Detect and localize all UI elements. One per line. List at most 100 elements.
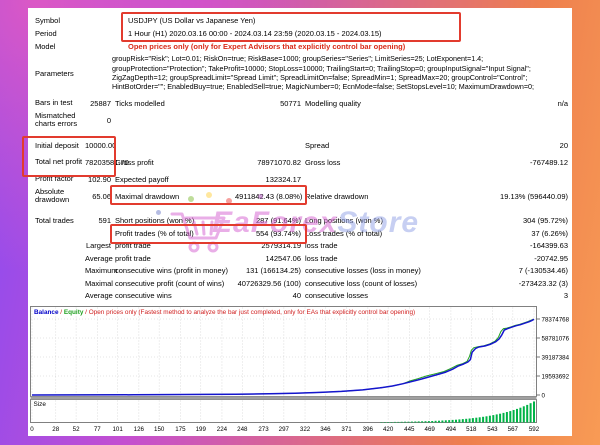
stat-value: 37 (6.26%) (531, 228, 568, 238)
stat-value: 20 (559, 141, 568, 151)
size-bar (482, 416, 485, 423)
balance-equity-chart: 78374768 58781076 39187384 19593692 0 0 28 52 77… (30, 306, 570, 433)
row-label: Symbol (35, 16, 61, 25)
stat-label: Gross loss (305, 158, 341, 167)
stat-label: consecutive losses (loss in money) (305, 266, 421, 276)
stat-value: 40 (292, 291, 301, 301)
size-panel-border (30, 399, 537, 423)
balance-line (31, 318, 535, 396)
stat-value: 78203581.70 (85, 158, 129, 167)
parameters-text: groupRisk="Risk"; Lot=0.01; RiskOn=true;… (112, 54, 568, 91)
stat-label: Short positions (won %) (115, 216, 195, 226)
x-tick-label: 101 (112, 426, 123, 433)
y-tick-label: 78374768 (542, 316, 570, 323)
x-tick-label: 494 (446, 426, 457, 433)
x-tick-label: 543 (487, 426, 498, 433)
x-tick-label: 396 (363, 426, 374, 433)
size-bar (421, 421, 424, 423)
stat-label: Spread (305, 141, 330, 151)
stat-value: 131 (166134.25) (245, 266, 301, 276)
size-bar (441, 420, 444, 423)
x-tick-label: 150 (154, 426, 165, 433)
stat-label: Total trades (35, 215, 74, 225)
size-bar (387, 422, 390, 423)
size-bar (529, 403, 532, 423)
main-plot-border (30, 306, 537, 397)
size-bar (431, 421, 434, 423)
stat-label: Relative drawdown (305, 191, 369, 201)
stat-value: 304 (95.72%) (522, 216, 568, 226)
x-tick-label: 248 (237, 426, 248, 433)
y-tick-label: 39187384 (542, 354, 570, 361)
size-bar (451, 419, 454, 423)
stat-row: Absolute drawdown 65.06 Maximal drawdown 49… (28, 186, 572, 207)
stat-label: consecutive loss (count of losses) (305, 278, 418, 288)
parameters-line: ZigZagDepth=12; groupSpreadLimit="Spread… (112, 73, 528, 82)
x-tick-label: 592 (529, 426, 540, 433)
stat-row: Bars in test 25887 Ticks modelled 50771 Mode… (28, 97, 572, 110)
size-bar (475, 417, 478, 423)
stat-label: Bars in test (35, 98, 73, 107)
size-bar (526, 404, 529, 423)
stat-value: Largest (85, 241, 111, 251)
size-bar (393, 421, 396, 423)
stat-row: Largest profit trade 2579314.19 loss trade -… (28, 240, 572, 253)
stat-value: 287 (91.64%) (255, 216, 301, 226)
x-tick-label: 0 (30, 426, 34, 433)
stat-label: consecutive losses (305, 291, 368, 301)
stat-label: Long positions (won %) (305, 216, 383, 226)
size-bar (533, 401, 535, 423)
chart-legend: Balance / Equity / Open prices only (Fas… (34, 309, 415, 316)
size-bar (397, 421, 400, 423)
stat-value: 132324.17 (265, 174, 301, 184)
size-bar (471, 418, 474, 423)
stat-label: Total net profit (35, 157, 83, 167)
strategy-tester-report: Symbol USDJPY (US Dollar vs Japanese Yen)… (22, 8, 572, 436)
stat-row: Profit trades (% of total) 554 (93.74%) Lo… (28, 227, 572, 240)
x-tick-label: 322 (300, 426, 311, 433)
stat-label: loss trade (305, 241, 338, 251)
y-tick-label: 58781076 (542, 335, 570, 342)
stat-value: 78971070.82 (257, 158, 301, 167)
stat-label: consecutive wins (115, 291, 172, 301)
row-value: USDJPY (US Dollar vs Japanese Yen) (128, 16, 256, 25)
stat-row: Total trades 591 Short positions (won %) 28… (28, 215, 572, 228)
stat-label: Loss trades (% of total) (305, 228, 383, 238)
report-page: Symbol USDJPY (US Dollar vs Japanese Yen)… (22, 8, 572, 436)
x-tick-label: 126 (134, 426, 145, 433)
row-label: Period (35, 29, 57, 38)
report-stat-rows: Bars in test 25887 Ticks modelled 50771 Mode… (28, 97, 572, 302)
size-bar (427, 421, 430, 423)
row-label: Model (35, 42, 56, 51)
size-bar (502, 412, 505, 423)
size-bar (410, 421, 413, 423)
stat-value: -273423.32 (3) (518, 278, 568, 288)
x-tick-label: 445 (404, 426, 415, 433)
report-header-rows: Symbol USDJPY (US Dollar vs Japanese Yen)… (28, 8, 572, 93)
x-tick-label: 567 (508, 426, 519, 433)
stat-label: Profit trades (% of total) (115, 228, 194, 238)
stat-row: Mismatched charts errors 0 (28, 110, 572, 131)
x-tick-label: 518 (466, 426, 477, 433)
stat-row: Initial deposit 10000.00 Spread 20 (28, 140, 572, 153)
stat-value: 0 (106, 115, 111, 125)
x-tick-label: 52 (73, 426, 80, 433)
size-bar (461, 419, 464, 423)
stat-value: 19.13% (596440.09) (500, 191, 568, 201)
stat-value: -164399.63 (530, 241, 568, 251)
stat-value: n/a (557, 98, 568, 108)
size-bar (383, 422, 386, 423)
stat-label: consecutive wins (profit in money) (115, 266, 228, 276)
stat-value: -20742.95 (534, 253, 568, 263)
size-bar (509, 411, 512, 423)
stat-label: Gross profit (115, 158, 154, 167)
stat-value: 40726329.56 (100) (237, 278, 301, 288)
stat-value: 10000.00 (85, 141, 117, 151)
x-tick-label: 224 (217, 426, 228, 433)
stat-value: 102.90 (88, 174, 111, 184)
report-row-model: Model Open prices only (only for Expert A… (28, 40, 572, 53)
size-bar (516, 408, 518, 423)
size-bar (492, 415, 495, 423)
stat-row: Maximum consecutive wins (profit in money… (28, 265, 572, 278)
stat-value: Maximal (85, 278, 113, 288)
